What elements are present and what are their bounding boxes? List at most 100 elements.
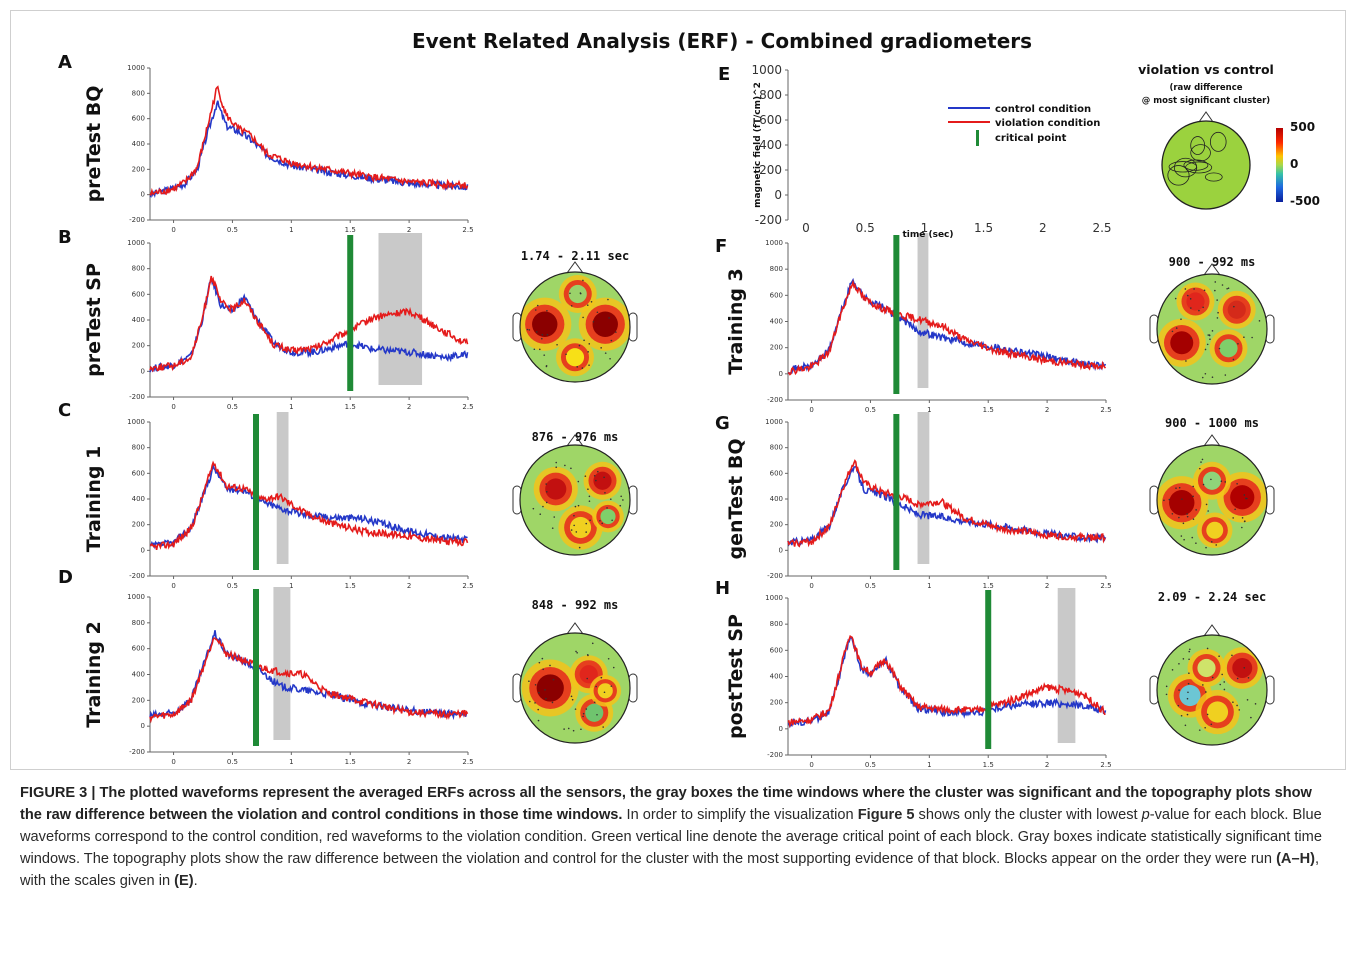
topo-sensor	[1199, 467, 1201, 470]
y-tick-label: 0	[141, 367, 145, 375]
topo-core	[1202, 471, 1222, 490]
topo-sensor	[1202, 684, 1204, 686]
y-tick-label: 400	[770, 673, 783, 681]
x-tick-label: 0.5	[865, 582, 876, 590]
panel-ylabel: postTest SP	[725, 614, 747, 739]
x-tick-label: 2	[1039, 221, 1047, 235]
x-tick-label: 0	[171, 403, 175, 411]
topo-sensor	[1210, 478, 1212, 481]
y-tick-label: 1000	[127, 64, 145, 72]
topo-map	[512, 434, 638, 556]
topo-sensor	[1226, 287, 1228, 290]
x-tick-label: 2.5	[1100, 761, 1111, 769]
scale-xlabel: time (sec)	[902, 230, 953, 240]
topo-core	[593, 471, 612, 490]
topo-sensor	[1251, 336, 1253, 339]
x-tick-label: 1.5	[983, 761, 994, 769]
topo-sensor	[1190, 337, 1192, 339]
y-tick-label: 800	[132, 619, 145, 627]
topo-core	[600, 508, 616, 525]
topo-sensor	[1202, 483, 1205, 486]
topo-sensor	[1221, 284, 1224, 286]
x-tick-label: 0	[171, 758, 175, 766]
topo-sensor	[546, 309, 548, 312]
topo-sensor	[541, 333, 544, 336]
topo-sensor	[1178, 486, 1181, 489]
sig-window	[276, 412, 289, 564]
topo-sensor	[534, 309, 537, 311]
topo-nose	[1203, 434, 1221, 447]
x-tick-label: 2	[1045, 761, 1049, 769]
topo-sensor	[1175, 487, 1177, 489]
x-tick-label: 0	[802, 221, 810, 235]
topo-core	[1206, 521, 1224, 539]
topo-core	[1232, 658, 1253, 678]
critical-point-line	[893, 414, 900, 570]
topo-sensor	[1244, 520, 1246, 522]
y-tick-label: 0	[141, 546, 145, 554]
topo-sensor	[542, 505, 544, 508]
colorbar-gradient	[1276, 128, 1283, 202]
topo-sensor	[622, 499, 624, 501]
panel-f: F Training 3 1000 800 600 400 200 0 -200 0 0.5 1 1.5…	[715, 233, 1275, 414]
caption-text-1: In order to simplify the visualization	[626, 807, 854, 823]
caption-title: FIGURE 3 | The plotted waveforms represe…	[20, 785, 1312, 823]
topo-sensor	[1184, 288, 1187, 290]
topo-sensor	[1195, 542, 1197, 544]
topo-sensor	[552, 678, 555, 681]
sig-window	[917, 233, 929, 388]
topo-sensor	[606, 507, 608, 509]
topo-sensor	[574, 505, 577, 508]
topo-core	[536, 674, 564, 702]
y-tick-label: 200	[770, 521, 783, 529]
critical-point-line	[253, 589, 259, 746]
x-tick-label: 2.5	[1100, 582, 1111, 590]
topo-sensor	[528, 329, 531, 331]
topo-sensor	[543, 354, 546, 356]
y-tick-label: 200	[759, 163, 782, 177]
topo-sensor	[572, 729, 575, 732]
head-contour	[1204, 172, 1223, 182]
topo-sensor	[604, 491, 606, 494]
topo-sensor	[1205, 691, 1207, 693]
topo-sensor	[1171, 512, 1174, 515]
topo-outline	[1156, 273, 1268, 385]
y-tick-label: 200	[132, 165, 145, 173]
topo-sensor	[596, 713, 598, 716]
topo-sensor	[545, 501, 548, 504]
topo-sensor	[570, 529, 573, 531]
y-tick-label: 600	[770, 469, 783, 477]
topo-sensor	[1233, 305, 1235, 308]
topo-sensor	[1180, 535, 1183, 537]
topo-sensor	[1187, 691, 1189, 694]
topo-sensor	[1163, 499, 1165, 502]
topo-sensor	[549, 664, 551, 667]
topo-sensor	[565, 353, 567, 356]
topo-sensor	[545, 483, 547, 485]
y-tick-label: -200	[129, 393, 145, 401]
x-tick-label: 2	[407, 582, 411, 590]
y-tick-label: 0	[141, 722, 145, 730]
topo-sensor	[609, 357, 611, 360]
topo-sensor	[1186, 513, 1188, 515]
y-tick-label: 800	[770, 444, 783, 452]
panel-letter: C	[58, 400, 71, 421]
topo-sensor	[1211, 676, 1214, 679]
y-tick-label: 0	[141, 191, 145, 199]
x-tick-label: 0.5	[227, 403, 238, 411]
y-tick-label: 600	[132, 469, 145, 477]
x-tick-label: 2.5	[462, 226, 473, 234]
topo-sensor	[1232, 358, 1235, 361]
waveform-control	[149, 630, 468, 721]
topo-sensor	[1174, 297, 1177, 300]
waveform-violation	[787, 634, 1106, 729]
x-tick-label: 2	[1045, 582, 1049, 590]
topo-map	[1149, 624, 1275, 746]
caption-text-3: -value for each block. Blue waveforms co…	[20, 807, 1322, 867]
topo-sensor	[1203, 289, 1206, 292]
panel-letter: G	[715, 413, 730, 434]
topo-sensor	[1237, 342, 1239, 345]
legend-label: violation condition	[995, 118, 1100, 129]
topo-sensor	[1216, 299, 1218, 301]
